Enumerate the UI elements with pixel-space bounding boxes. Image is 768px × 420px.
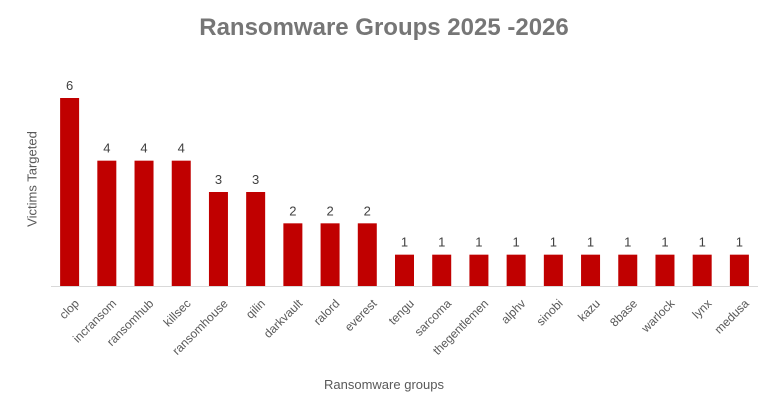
data-label-thegentlemen: 1 bbox=[475, 235, 482, 250]
data-label-medusa: 1 bbox=[736, 235, 743, 250]
x-tick-label-sinobi: sinobi bbox=[534, 296, 566, 328]
data-label-clop: 6 bbox=[66, 78, 73, 93]
data-label-warlock: 1 bbox=[661, 235, 668, 250]
bar-ralord bbox=[320, 223, 340, 286]
x-axis-label: Ransomware groups bbox=[324, 377, 444, 392]
x-tick-label-clop: clop bbox=[56, 296, 82, 322]
x-tick-label-ralord: ralord bbox=[311, 296, 343, 328]
data-label-killsec: 4 bbox=[178, 141, 185, 156]
bar-clop bbox=[60, 98, 80, 286]
bar-ransomhub bbox=[134, 160, 154, 286]
bar-tengu bbox=[395, 254, 414, 286]
x-tick-label-tengu: tengu bbox=[386, 296, 417, 327]
bar-incransom bbox=[97, 160, 117, 286]
x-tick-label-warlock: warlock bbox=[638, 296, 678, 336]
bar-qilin bbox=[246, 192, 266, 286]
bar-everest bbox=[357, 223, 377, 286]
data-label-tengu: 1 bbox=[401, 235, 408, 250]
x-tick-label-lynx: lynx bbox=[690, 296, 715, 321]
data-label-darkvault: 2 bbox=[289, 203, 296, 218]
x-tick-label-alphv: alphv bbox=[498, 296, 528, 326]
data-label-alphv: 1 bbox=[513, 235, 520, 250]
data-label-sinobi: 1 bbox=[550, 235, 557, 250]
x-tick-label-qilin: qilin bbox=[243, 296, 268, 321]
bar-ransomhouse bbox=[208, 192, 228, 286]
data-label-ralord: 2 bbox=[326, 203, 333, 218]
bar-alphv bbox=[506, 254, 526, 286]
chart-title: Ransomware Groups 2025 -2026 bbox=[199, 14, 569, 41]
data-label-8base: 1 bbox=[624, 235, 631, 250]
bar-8base bbox=[618, 254, 638, 286]
x-tick-label-killsec: killsec bbox=[161, 296, 194, 329]
bars-layer bbox=[60, 98, 749, 286]
data-label-lynx: 1 bbox=[699, 235, 706, 250]
bar-darkvault bbox=[283, 223, 303, 286]
bar-warlock bbox=[655, 254, 675, 286]
data-label-ransomhouse: 3 bbox=[215, 172, 222, 187]
data-labels-layer: 6 4 4 4 3 3 2 2 2 1 1 1 1 1 1 1 1 1 1 bbox=[66, 78, 743, 250]
data-label-qilin: 3 bbox=[252, 172, 259, 187]
bar-kazu bbox=[581, 254, 601, 286]
bar-thegentlemen bbox=[469, 254, 489, 286]
bar-killsec bbox=[171, 160, 191, 286]
bar-lynx bbox=[692, 254, 712, 286]
x-tick-label-medusa: medusa bbox=[712, 296, 752, 336]
x-tick-label-everest: everest bbox=[342, 296, 380, 334]
bar-sarcoma bbox=[432, 254, 452, 286]
data-label-kazu: 1 bbox=[587, 235, 594, 250]
bar-sinobi bbox=[543, 254, 563, 286]
data-label-ransomhub: 4 bbox=[140, 141, 147, 156]
data-label-incransom: 4 bbox=[103, 141, 110, 156]
x-tick-label-darkvault: darkvault bbox=[261, 296, 306, 341]
data-label-everest: 2 bbox=[364, 203, 371, 218]
x-tick-label-kazu: kazu bbox=[575, 296, 603, 324]
data-label-sarcoma: 1 bbox=[438, 235, 445, 250]
x-tick-label-8base: 8base bbox=[607, 296, 640, 329]
bar-medusa bbox=[729, 254, 749, 286]
